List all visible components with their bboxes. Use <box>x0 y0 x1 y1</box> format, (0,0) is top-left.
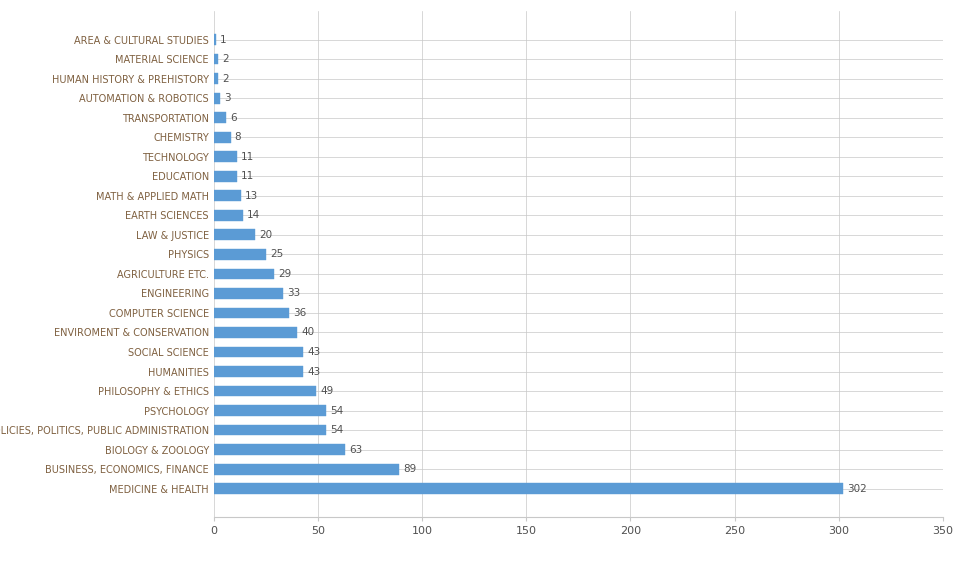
Text: 2: 2 <box>223 54 228 64</box>
Text: 6: 6 <box>230 113 237 123</box>
Text: 302: 302 <box>847 484 867 493</box>
Text: 1: 1 <box>220 35 226 44</box>
Text: 20: 20 <box>260 230 273 240</box>
Bar <box>214 249 266 260</box>
Bar <box>214 483 843 494</box>
Text: 49: 49 <box>320 386 333 396</box>
Bar <box>214 288 283 299</box>
Text: 14: 14 <box>247 210 260 220</box>
Text: 40: 40 <box>301 328 315 337</box>
Text: 54: 54 <box>330 406 344 415</box>
Text: 63: 63 <box>349 445 363 455</box>
Text: 8: 8 <box>234 132 241 142</box>
Bar <box>214 425 327 436</box>
Text: 11: 11 <box>241 152 254 162</box>
Text: 43: 43 <box>307 366 321 377</box>
Bar <box>214 327 297 338</box>
Bar <box>214 366 303 377</box>
Bar <box>214 171 237 182</box>
Text: 3: 3 <box>225 93 231 103</box>
Text: 25: 25 <box>270 250 283 260</box>
Bar <box>214 132 230 143</box>
Bar <box>214 93 220 103</box>
Text: 89: 89 <box>403 464 417 474</box>
Bar <box>214 464 399 474</box>
Text: 2: 2 <box>223 74 228 84</box>
Text: 13: 13 <box>245 191 259 201</box>
Bar <box>214 210 243 221</box>
Bar <box>214 386 316 396</box>
Bar <box>214 151 237 162</box>
Bar <box>214 229 256 240</box>
Text: 54: 54 <box>330 425 344 435</box>
Text: 43: 43 <box>307 347 321 357</box>
Bar <box>214 347 303 357</box>
Bar <box>214 405 327 416</box>
Text: 11: 11 <box>241 171 254 182</box>
Text: 29: 29 <box>278 269 292 279</box>
Text: 33: 33 <box>287 288 300 298</box>
Bar <box>214 54 218 65</box>
Bar <box>214 307 289 318</box>
Bar <box>214 34 216 45</box>
Bar <box>214 73 218 84</box>
Text: 36: 36 <box>293 308 306 318</box>
Bar <box>214 444 345 455</box>
Bar <box>214 191 241 201</box>
Bar <box>214 269 274 279</box>
Bar <box>214 112 226 123</box>
